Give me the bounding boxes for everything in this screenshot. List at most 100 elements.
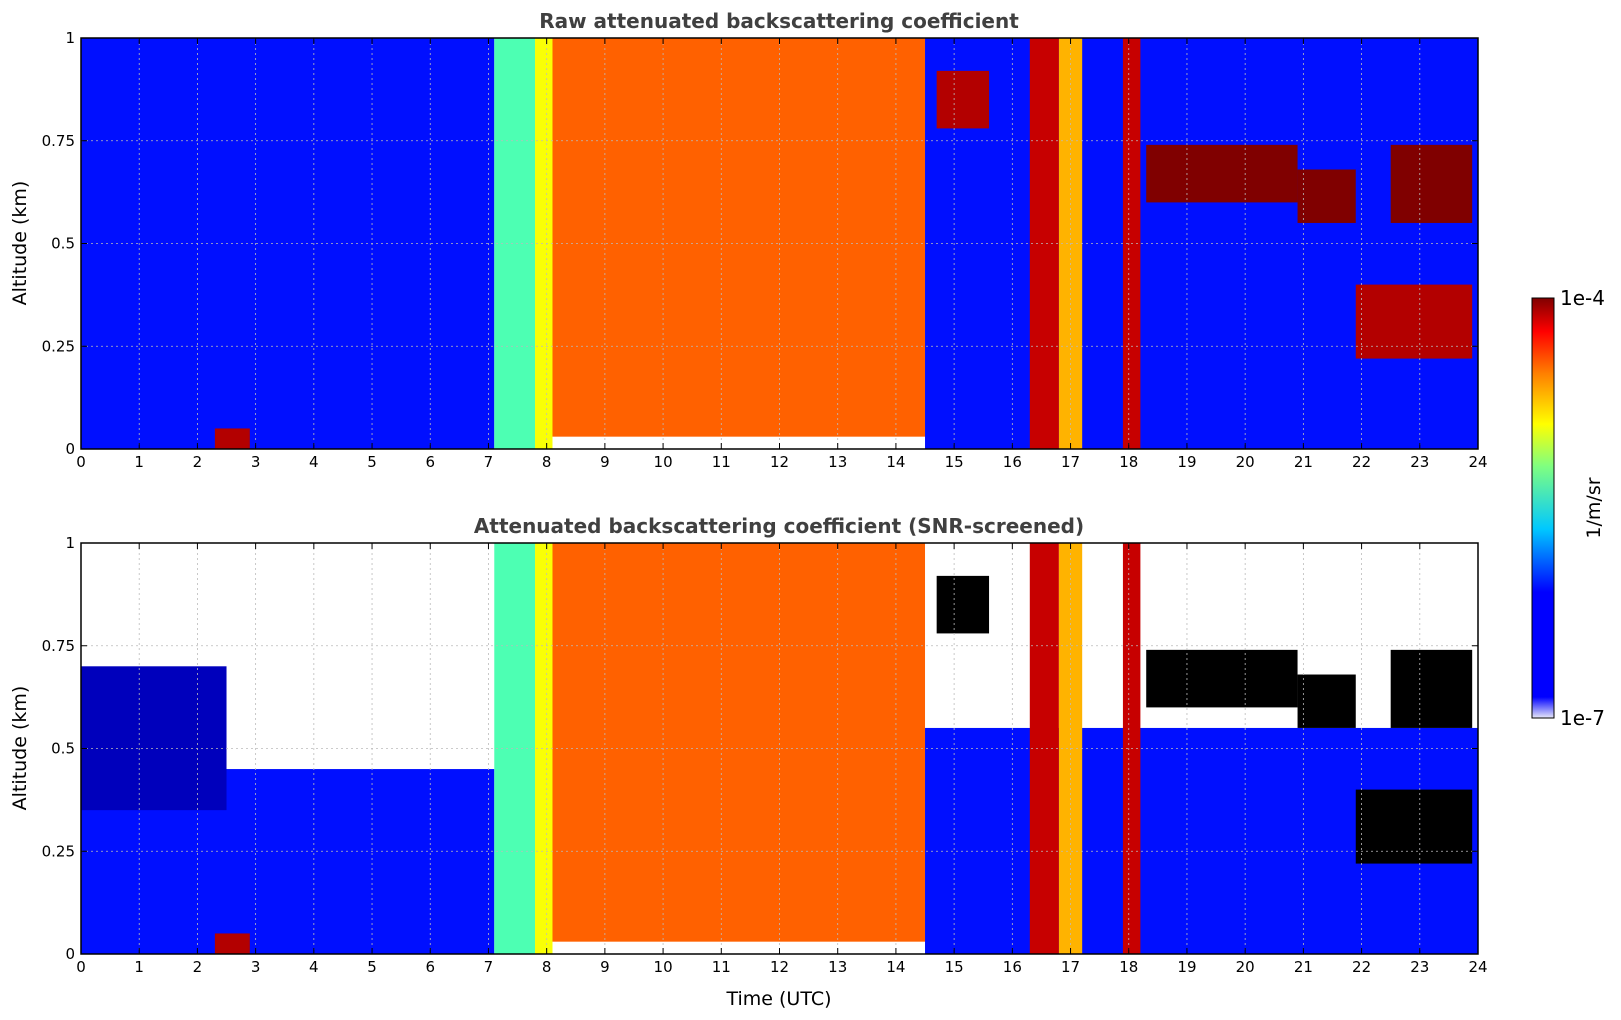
x-tick-label: 21 [1294, 453, 1313, 471]
heatmap-cell [552, 38, 926, 437]
y-tick-label: 0.5 [51, 235, 75, 253]
x-tick-label: 9 [600, 958, 610, 976]
panel-raw: Raw attenuated backscattering coefficien… [9, 9, 1488, 471]
panel-screened-title: Attenuated backscattering coefficient (S… [474, 514, 1084, 538]
x-tick-label: 13 [828, 453, 847, 471]
y-tick-label: 0 [65, 945, 75, 963]
x-tick-label: 7 [484, 453, 494, 471]
x-tick-label: 24 [1468, 958, 1487, 976]
x-tick-label: 19 [1177, 958, 1196, 976]
x-tick-label: 16 [1003, 958, 1022, 976]
x-tick-label: 24 [1468, 453, 1487, 471]
colorbar-min-label: 1e-7 [1560, 706, 1605, 730]
x-tick-label: 6 [425, 958, 435, 976]
x-tick-label: 14 [886, 958, 905, 976]
x-tick-label: 22 [1352, 958, 1371, 976]
heatmap-cell [552, 543, 926, 942]
heatmap-cell [1390, 144, 1473, 223]
x-tick-label: 18 [1119, 453, 1138, 471]
x-tick-label: 6 [425, 453, 435, 471]
heatmap-cell [1146, 649, 1298, 708]
heatmap-cell [81, 666, 227, 811]
x-tick-label: 7 [484, 958, 494, 976]
panel-screened-grid [81, 543, 1478, 954]
heatmap-cell [936, 575, 990, 634]
x-tick-label: 14 [886, 453, 905, 471]
x-tick-label: 23 [1410, 958, 1429, 976]
x-tick-label: 11 [712, 453, 731, 471]
panel-screened: Attenuated backscattering coefficient (S… [9, 514, 1488, 1010]
x-tick-label: 8 [542, 453, 552, 471]
x-tick-label: 1 [134, 958, 144, 976]
x-tick-label: 17 [1061, 958, 1080, 976]
y-tick-label: 0.25 [42, 337, 75, 355]
x-tick-label: 10 [654, 453, 673, 471]
heatmap-cell [1355, 789, 1473, 864]
x-tick-label: 0 [76, 453, 86, 471]
x-tick-label: 1 [134, 453, 144, 471]
heatmap-cell [1297, 674, 1356, 728]
x-tick-label: 2 [193, 958, 203, 976]
heatmap-cell [1390, 649, 1473, 728]
x-tick-label: 20 [1236, 958, 1255, 976]
panel-raw-y-ticks: 0 0.25 0.5 0.75 1 [42, 29, 1478, 458]
x-tick-label: 8 [542, 958, 552, 976]
x-tick-label: 12 [770, 453, 789, 471]
x-tick-label: 12 [770, 958, 789, 976]
x-tick-label: 11 [712, 958, 731, 976]
panel-screened-y-ticks: 0 0.25 0.5 0.75 1 [42, 534, 1478, 963]
x-tick-label: 23 [1410, 453, 1429, 471]
colorbar: 1e-4 1e-7 1/m/sr [1531, 286, 1605, 730]
panel-raw-title: Raw attenuated backscattering coefficien… [539, 9, 1019, 33]
y-tick-label: 0.75 [42, 637, 75, 655]
x-tick-label: 10 [654, 958, 673, 976]
x-tick-label: 20 [1236, 453, 1255, 471]
x-tick-label: 21 [1294, 958, 1313, 976]
colorbar-max-label: 1e-4 [1560, 286, 1605, 310]
x-tick-label: 4 [309, 453, 319, 471]
heatmap-cell [1029, 38, 1059, 449]
heatmap-cell [494, 543, 536, 954]
x-tick-label: 3 [251, 958, 261, 976]
y-tick-label: 1 [65, 534, 75, 552]
panel-screened-y-label: Altitude (km) [9, 686, 31, 811]
x-tick-label: 16 [1003, 453, 1022, 471]
x-tick-label: 15 [945, 453, 964, 471]
x-tick-label: 2 [193, 453, 203, 471]
panel-screened-x-label: Time (UTC) [725, 988, 831, 1010]
heatmap-cell [1355, 284, 1473, 359]
x-tick-label: 13 [828, 958, 847, 976]
y-tick-label: 0 [65, 440, 75, 458]
x-tick-label: 3 [251, 453, 261, 471]
y-tick-label: 0.75 [42, 132, 75, 150]
panel-raw-x-ticks: 0 1 2 3 4 5 6 7 8 9 10 11 12 13 14 15 16 17 18 19 20 21 22 23 24 [76, 38, 1488, 471]
heatmap-cell [936, 70, 990, 129]
x-tick-label: 5 [367, 958, 377, 976]
heatmap-cell [1029, 543, 1059, 954]
heatmap-cell [535, 543, 553, 954]
x-tick-label: 0 [76, 958, 86, 976]
heatmap-cell [535, 38, 553, 449]
colorbar-gradient [1531, 297, 1555, 719]
heatmap-cell [1297, 169, 1356, 223]
x-tick-label: 15 [945, 958, 964, 976]
y-tick-label: 0.25 [42, 842, 75, 860]
panel-raw-grid [81, 38, 1478, 449]
y-tick-label: 0.5 [51, 740, 75, 758]
heatmap-cell [494, 38, 536, 449]
heatmap-cell [214, 428, 250, 449]
x-tick-label: 17 [1061, 453, 1080, 471]
panel-raw-y-label: Altitude (km) [9, 181, 31, 306]
y-tick-label: 1 [65, 29, 75, 47]
colorbar-unit-label: 1/m/sr [1583, 477, 1605, 538]
x-tick-label: 19 [1177, 453, 1196, 471]
heatmap-cell [1146, 144, 1298, 203]
x-tick-label: 4 [309, 958, 319, 976]
x-tick-label: 18 [1119, 958, 1138, 976]
x-tick-label: 5 [367, 453, 377, 471]
heatmap-cell [214, 933, 250, 954]
panel-screened-heatmap [81, 543, 1478, 954]
x-tick-label: 9 [600, 453, 610, 471]
panel-screened-x-ticks: 0 1 2 3 4 5 6 7 8 9 10 11 12 13 14 15 16 17 18 19 20 21 22 23 24 [76, 543, 1488, 976]
